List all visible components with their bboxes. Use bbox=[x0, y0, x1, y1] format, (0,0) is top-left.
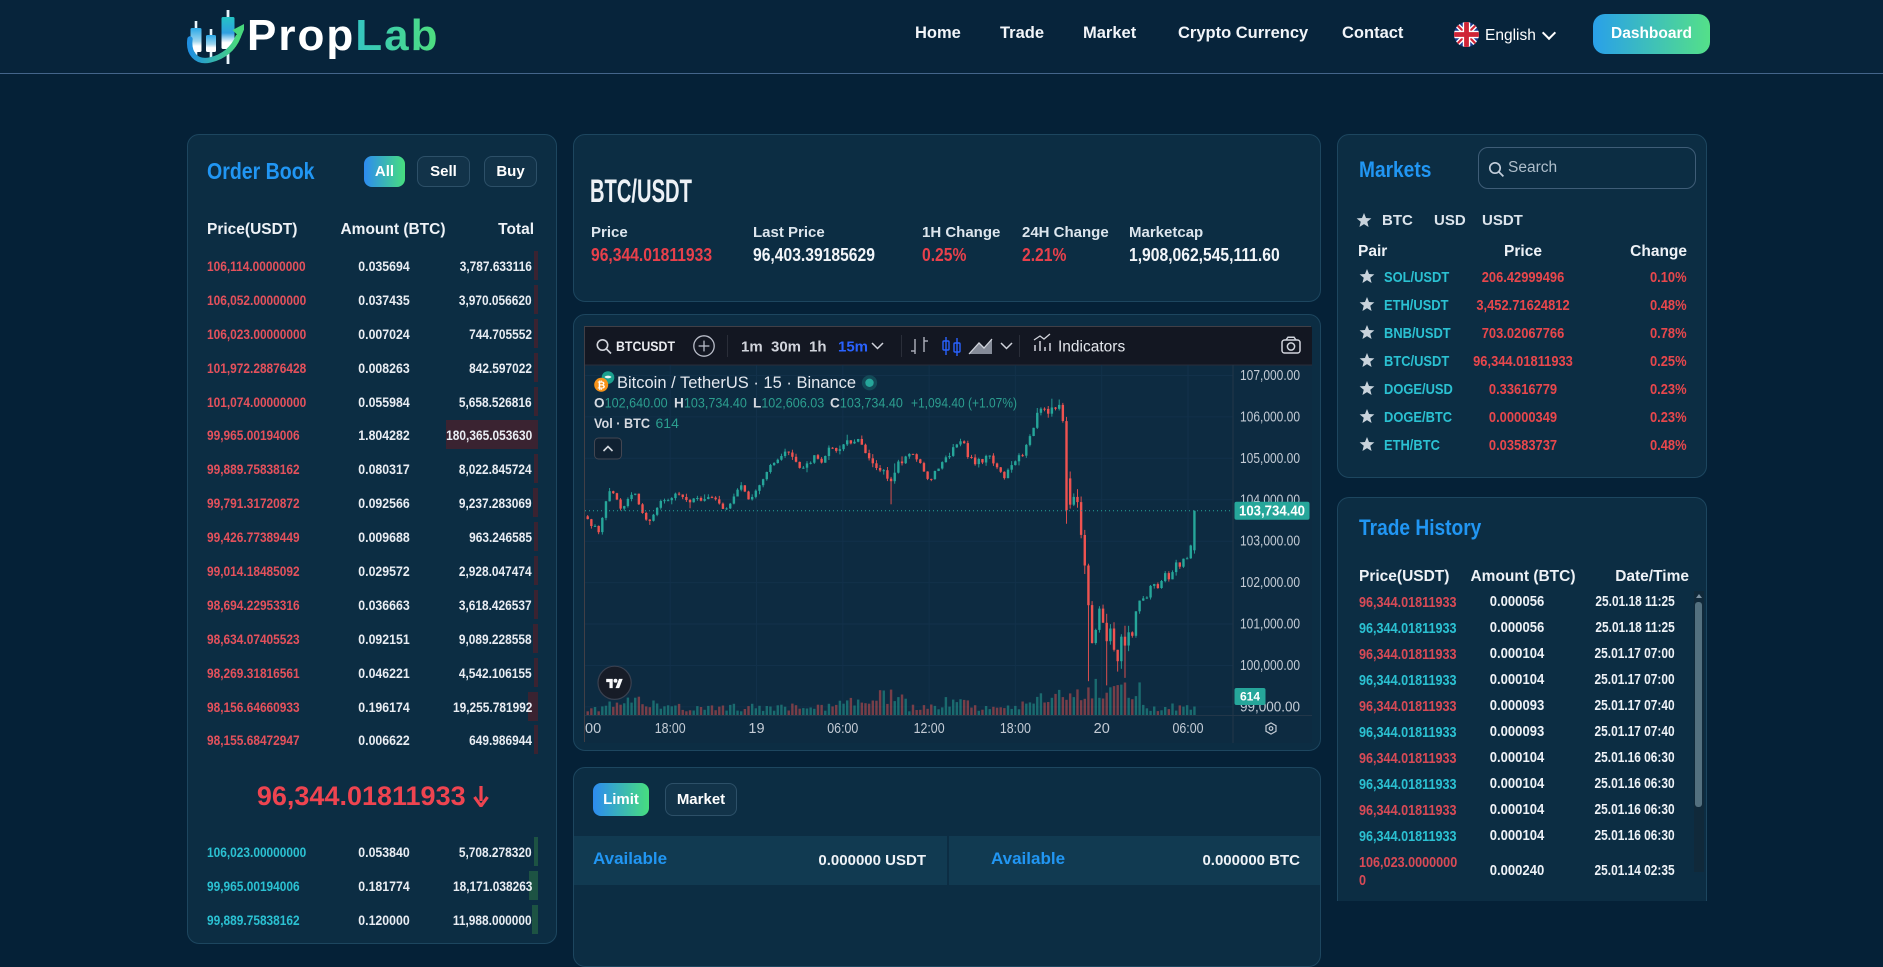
svg-text:30m: 30m bbox=[771, 339, 801, 356]
svg-text:H103,734.40: H103,734.40 bbox=[674, 396, 747, 411]
svg-text:100,000.00: 100,000.00 bbox=[1240, 658, 1300, 674]
svg-text:614: 614 bbox=[656, 415, 680, 431]
svg-text:103,734.40: 103,734.40 bbox=[1239, 504, 1305, 520]
svg-text:614: 614 bbox=[1240, 690, 1260, 704]
svg-text:Bitcoin / TetherUS · 15 · Bina: Bitcoin / TetherUS · 15 · Binance bbox=[617, 374, 856, 392]
svg-text:1h: 1h bbox=[809, 339, 827, 356]
svg-text:Indicators: Indicators bbox=[1058, 339, 1125, 356]
svg-text:102,000.00: 102,000.00 bbox=[1240, 575, 1300, 591]
svg-text:Vol · BTC: Vol · BTC bbox=[594, 415, 650, 431]
svg-text:L102,606.03: L102,606.03 bbox=[753, 396, 824, 411]
svg-text:O102,640.00: O102,640.00 bbox=[594, 396, 668, 411]
svg-text:15m: 15m bbox=[838, 339, 868, 356]
svg-text:BTCUSDT: BTCUSDT bbox=[616, 338, 675, 354]
svg-text:1m: 1m bbox=[741, 339, 763, 356]
svg-text:C103,734.40: C103,734.40 bbox=[830, 396, 903, 411]
svg-text:101,000.00: 101,000.00 bbox=[1240, 617, 1300, 633]
svg-text:106,000.00: 106,000.00 bbox=[1240, 409, 1300, 425]
svg-text:19: 19 bbox=[748, 721, 764, 737]
svg-text:06:00: 06:00 bbox=[827, 721, 858, 737]
svg-text:20: 20 bbox=[1094, 721, 1110, 737]
svg-text:₿: ₿ bbox=[597, 380, 605, 392]
svg-text:12:00: 12:00 bbox=[914, 721, 945, 737]
svg-text:103,000.00: 103,000.00 bbox=[1240, 534, 1300, 550]
svg-text:107,000.00: 107,000.00 bbox=[1240, 368, 1300, 384]
svg-text:18:00: 18:00 bbox=[655, 721, 686, 737]
svg-text:18:00: 18:00 bbox=[1000, 721, 1031, 737]
svg-text:+1,094.40 (+1.07%): +1,094.40 (+1.07%) bbox=[911, 396, 1017, 411]
svg-text:06:00: 06:00 bbox=[1173, 721, 1204, 737]
svg-text:105,000.00: 105,000.00 bbox=[1240, 451, 1300, 467]
svg-text:00: 00 bbox=[585, 721, 601, 737]
